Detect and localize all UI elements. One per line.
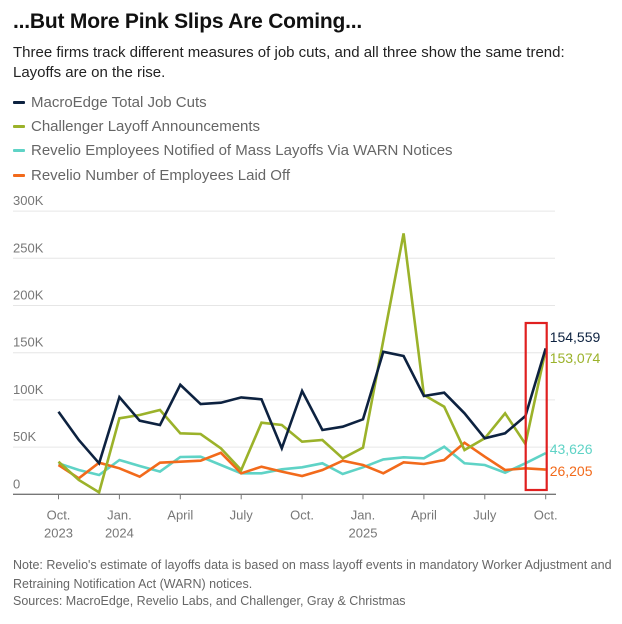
gridlines [13,210,555,448]
x-tick-label-year: 2023 [44,525,73,540]
legend: MacroEdge Total Job Cuts Challenger Layo… [13,90,453,187]
x-tick-label: Oct. [47,507,71,522]
x-tick-label: Jan. [351,507,376,522]
y-tick-label: 50K [13,429,36,444]
series-line-revelio-warn [58,445,547,477]
end-label-macroedge: 154,559 [550,329,601,345]
legend-swatch-icon [13,124,25,128]
series-line-revelio-laidoff [57,441,546,480]
legend-swatch-icon [13,173,25,177]
legend-item-challenger: Challenger Layoff Announcements [13,114,453,138]
legend-swatch-icon [13,100,25,104]
x-tick-label: April [167,507,193,522]
x-tick-label: April [411,507,437,522]
legend-swatch-icon [13,149,25,153]
end-label-challenger: 153,074 [550,350,601,366]
legend-label: MacroEdge Total Job Cuts [31,93,207,111]
chart-subtitle: Three firms track different measures of … [13,44,565,81]
legend-item-macroedge: MacroEdge Total Job Cuts [13,90,453,114]
series-line-macroedge [57,348,547,466]
y-tick-label: 150K [13,335,44,350]
y-tick-label: 200K [13,288,44,303]
highlight-box [524,321,548,492]
sources-note: Sources: MacroEdge, Revelio Labs, and Ch… [13,594,406,608]
footnote: Note: Revelio's estimate of layoffs data… [13,558,612,591]
series-line-challenger [57,233,547,495]
x-tick-label: Oct. [534,507,558,522]
legend-label: Challenger Layoff Announcements [31,117,261,135]
x-tick-label: July [230,507,254,522]
legend-label: Revelio Employees Notified of Mass Layof… [31,142,453,160]
y-tick-label: 0 [13,476,20,491]
line-chart: 0 50K 100K 150K 200K 250K 300K Oct. 2023 Jan. 202… [13,193,601,540]
legend-item-revelio-laidoff: Revelio Number of Employees Laid Off [13,163,453,187]
chart-title: ...But More Pink Slips Are Coming... [13,10,363,33]
series-lines [57,233,547,495]
x-tick-label-year: 2024 [105,525,134,540]
legend-label: Revelio Number of Employees Laid Off [31,166,291,184]
x-tick-label-year: 2025 [349,525,378,540]
x-axis: Oct. 2023 Jan. 2024 April July Oct. Jan. 2025 Apr… [13,493,558,540]
legend-item-revelio-warn: Revelio Employees Notified of Mass Layof… [13,139,453,163]
highlight-box-group [524,321,548,492]
x-tick-label: Jan. [107,507,132,522]
y-axis-labels: 0 50K 100K 150K 200K 250K 300K [13,193,44,491]
x-tick-label: Oct. [290,507,314,522]
end-label-revelio-warn: 43,626 [550,441,593,457]
x-tick-label: July [473,507,497,522]
y-tick-label: 250K [13,240,44,255]
y-tick-label: 300K [13,193,44,208]
end-label-revelio-laidoff: 26,205 [550,463,593,479]
end-labels: 154,559 153,074 43,626 26,205 [550,329,601,479]
y-tick-label: 100K [13,382,44,397]
